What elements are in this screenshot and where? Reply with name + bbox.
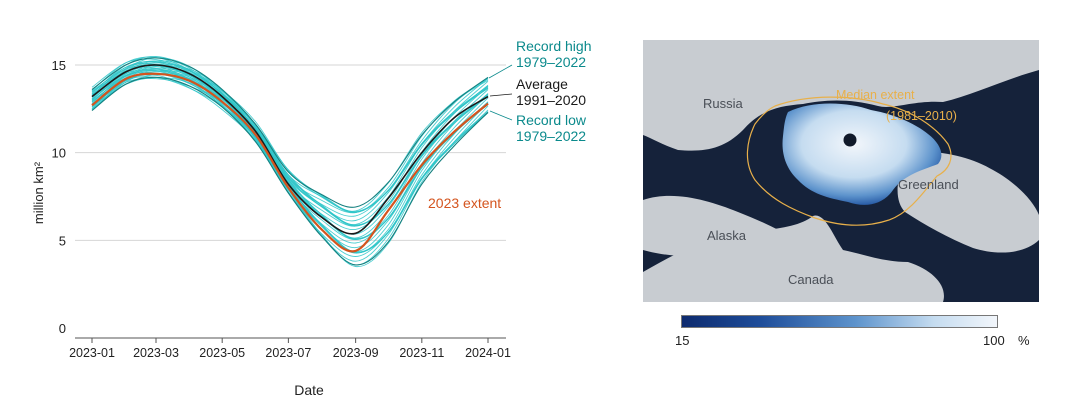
x-tick-label: 2024-01 <box>465 346 511 360</box>
record-high-pointer <box>488 64 513 79</box>
median-extent-years: (1981–2010) <box>886 109 957 123</box>
colorbar-max-label: 100 <box>983 333 1005 348</box>
record-high-annotation: Record high 1979–2022 <box>488 38 592 79</box>
average-years: 1991–2020 <box>516 92 586 108</box>
median-extent-label: Median extent <box>836 88 915 102</box>
axis-ticks: 0 5 10 15 2023-01 2023-03 2023-05 2023-07 2023-0… <box>52 58 511 360</box>
historical-year-line <box>91 58 489 212</box>
colorbar-min-label: 15 <box>675 333 690 348</box>
record-high-years: 1979–2022 <box>516 54 586 70</box>
record-high-line <box>91 57 489 208</box>
russia-landmass <box>643 40 1039 151</box>
alaska-label: Alaska <box>707 228 747 243</box>
record-low-annotation: Record low 1979–2022 <box>489 110 587 144</box>
concentration-colorbar <box>681 315 998 328</box>
x-tick-label: 2023-07 <box>265 346 311 360</box>
historical-year-line <box>91 60 489 214</box>
median-extent-line <box>746 96 952 226</box>
record-low-years: 1979–2022 <box>516 128 586 144</box>
y-tick-label: 5 <box>59 233 66 248</box>
average-annotation: Average 1991–2020 <box>489 76 586 108</box>
canada-landmass <box>643 215 944 302</box>
historical-year-line <box>91 70 489 254</box>
historical-year-line <box>91 70 489 253</box>
x-tick-label: 2023-01 <box>69 346 115 360</box>
2023-extent-line <box>91 72 489 253</box>
extent-2023-label: 2023 extent <box>428 195 501 211</box>
y-tick-label: 15 <box>52 58 66 73</box>
historical-years-lines <box>91 56 489 267</box>
north-pole-gap <box>843 133 857 147</box>
arctic-sea-ice-map: Russia Greenland Alaska Canada Median ex… <box>643 40 1039 302</box>
canada-label: Canada <box>788 272 834 287</box>
russia-label: Russia <box>703 96 743 111</box>
record-high-label: Record high <box>516 38 592 54</box>
y-tick-label: 0 <box>59 321 66 336</box>
alaska-landmass <box>643 195 793 256</box>
historical-year-line <box>91 73 489 254</box>
x-tick-label: 2023-05 <box>199 346 245 360</box>
sea-ice-extent-chart: 0 5 10 15 2023-01 2023-03 2023-05 2023-07 2023-0… <box>31 38 592 398</box>
average-pointer <box>489 93 513 97</box>
average-line <box>91 64 489 235</box>
colorbar-unit-label: % <box>1018 333 1030 348</box>
greenland-label: Greenland <box>898 177 959 192</box>
x-tick-label: 2023-09 <box>333 346 379 360</box>
record-low-label: Record low <box>516 112 587 128</box>
record-low-pointer <box>489 110 513 121</box>
record-low-line <box>91 76 489 266</box>
average-label: Average <box>516 76 568 92</box>
historical-year-line <box>91 77 489 257</box>
y-tick-label: 10 <box>52 146 66 161</box>
x-axis-label: Date <box>294 382 324 398</box>
y-axis-label: million km² <box>31 161 46 224</box>
x-tick-label: 2023-03 <box>133 346 179 360</box>
series-lines <box>91 57 489 266</box>
historical-year-line <box>91 71 489 252</box>
sea-ice-area <box>782 103 942 205</box>
x-tick-label: 2023-11 <box>399 346 444 360</box>
greenland-landmass <box>897 151 1039 253</box>
